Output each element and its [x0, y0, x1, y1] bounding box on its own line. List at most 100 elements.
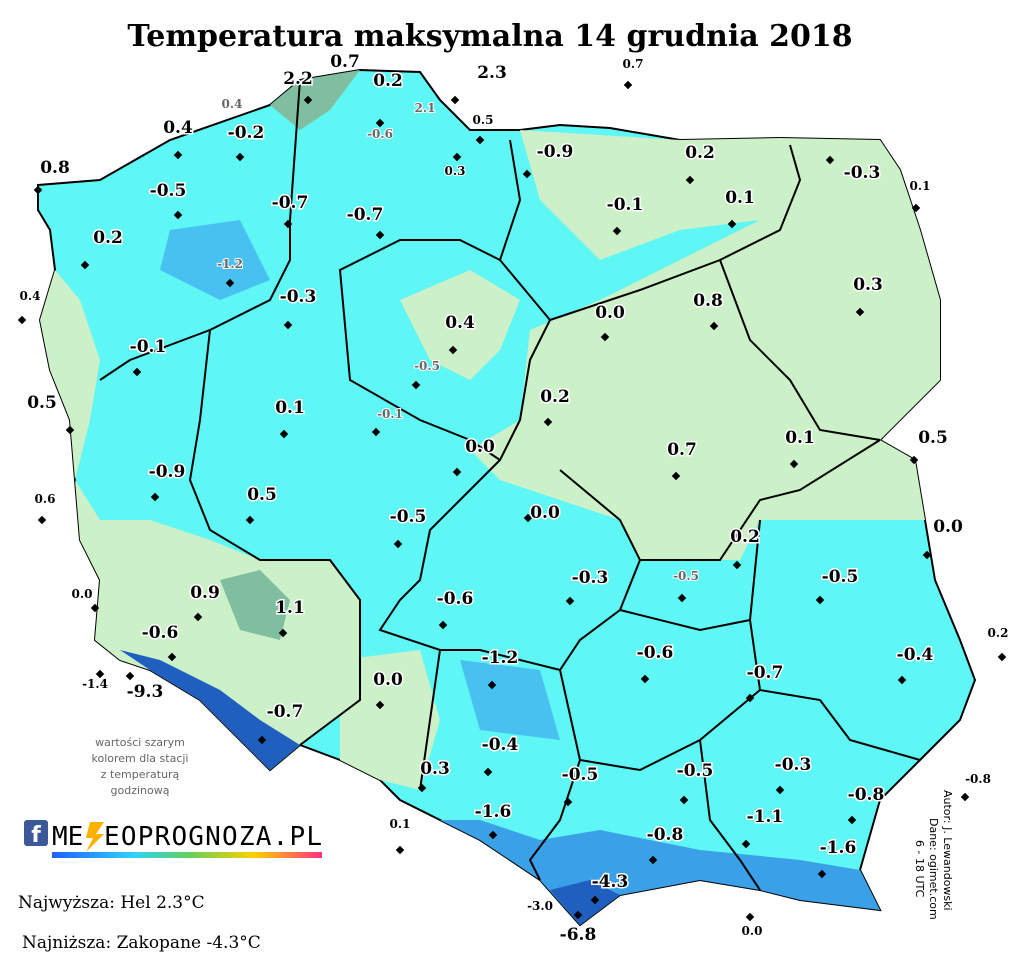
station-dot [677, 593, 687, 603]
station-label: 0.2 [540, 387, 570, 407]
credit-author: Autor: J. Lewandowski [941, 790, 954, 911]
station-label: 0.5 [918, 428, 948, 448]
station-dot [395, 845, 405, 855]
station-label: 0.3 [445, 164, 466, 178]
station-dot [225, 278, 235, 288]
station-dot [543, 417, 553, 427]
station-label: -0.8 [647, 825, 684, 845]
station-label: -1.4 [82, 677, 108, 691]
station-dot [679, 795, 689, 805]
station-label: 0.8 [693, 291, 723, 311]
station-label: -0.5 [677, 761, 714, 781]
station-label: -0.4 [897, 645, 934, 665]
station-label: 0.4 [445, 313, 475, 333]
station-label: -0.6 [637, 643, 674, 663]
border [99, 329, 211, 381]
warm-area [220, 570, 290, 640]
station-label: 0.3 [420, 759, 450, 779]
station-dot [745, 693, 755, 703]
station-label: -0.3 [280, 287, 317, 307]
station-dot [132, 367, 142, 377]
station-dot [371, 427, 381, 437]
station-label: -0.6 [437, 589, 474, 609]
logo-bar [52, 852, 322, 858]
station-label: 2.2 [283, 69, 313, 89]
station-dot [590, 895, 600, 905]
station-label: -1.6 [475, 802, 512, 822]
station-dot [789, 459, 799, 469]
station-dot [475, 135, 485, 145]
station-dot [438, 620, 448, 630]
station-label: -1.6 [820, 838, 857, 858]
border [338, 139, 522, 461]
station-label: -0.1 [130, 337, 167, 357]
station-label: 0.4 [222, 97, 243, 111]
station-label: -0.9 [149, 462, 186, 482]
station-label: -0.1 [377, 407, 403, 421]
station-label: 0.6 [35, 492, 56, 506]
logo-left: ME [52, 822, 83, 852]
station-dot [80, 260, 90, 270]
warm-area [270, 70, 360, 130]
station-label: 0.9 [190, 583, 220, 603]
station-label: 0.0 [373, 670, 403, 690]
green-area [340, 650, 440, 790]
station-dot [452, 467, 462, 477]
station-label: -0.8 [848, 785, 885, 805]
station-label: -9.3 [127, 682, 164, 702]
station-label: 2.1 [415, 101, 436, 115]
station-dot [448, 345, 458, 355]
note: wartości szarym kolorem dla stacji z tem… [92, 736, 189, 797]
station-label: -0.5 [673, 569, 699, 583]
station-label: 0.1 [785, 428, 815, 448]
station-dot [855, 307, 865, 317]
border [419, 649, 441, 791]
logo-icon-bg [24, 820, 48, 846]
borders [99, 79, 921, 891]
station-label: 0.0 [742, 924, 763, 938]
border [528, 759, 581, 881]
station-label: 0.7 [330, 52, 360, 72]
station-dot [375, 700, 385, 710]
poland-shape [37, 68, 977, 927]
station-label: 0.4 [163, 118, 193, 138]
station-label: 0.1 [910, 179, 931, 193]
station-dot [65, 425, 75, 435]
green-area [470, 130, 940, 560]
station-dot [922, 550, 932, 560]
station-label: -0.6 [142, 623, 179, 643]
stations: 2.2 0.7 0.2 -0.6 2.3 0.7 0.4 2.1 0.5 0.3 0.4 -0.2 0.… [17, 51, 1009, 947]
station-label: -4.3 [592, 872, 629, 892]
station-dot [847, 815, 857, 825]
station-label: -0.4 [482, 735, 519, 755]
station-label: 0.8 [40, 158, 70, 178]
station-dot [173, 210, 183, 220]
station-label: -3.0 [527, 899, 553, 913]
station-label: 0.2 [730, 527, 760, 547]
border [619, 609, 751, 632]
green-area [40, 270, 360, 770]
station-dot [279, 429, 289, 439]
station-dot [411, 380, 421, 390]
station-dot [257, 735, 267, 745]
logo-bolt [86, 822, 104, 852]
station-label: -0.2 [228, 123, 265, 143]
station-dot [523, 513, 533, 523]
station-label: -0.5 [390, 507, 427, 527]
station-label: 0.4 [20, 289, 41, 303]
station-label: 0.1 [275, 398, 305, 418]
note-line: godzinową [111, 784, 170, 797]
station-dot [487, 680, 497, 690]
station-dot [173, 150, 183, 160]
border [188, 79, 361, 746]
station-dot [417, 783, 427, 793]
station-label: -0.5 [822, 567, 859, 587]
station-dot [997, 652, 1007, 662]
station-dot [393, 539, 403, 549]
station-dot [817, 869, 827, 879]
logo: f ME EOPROGNOZA.PL [24, 820, 322, 858]
station-dot [283, 219, 293, 229]
station-dot [732, 560, 742, 570]
summary-max: Najwyższa: Hel 2.3°C [18, 893, 205, 913]
